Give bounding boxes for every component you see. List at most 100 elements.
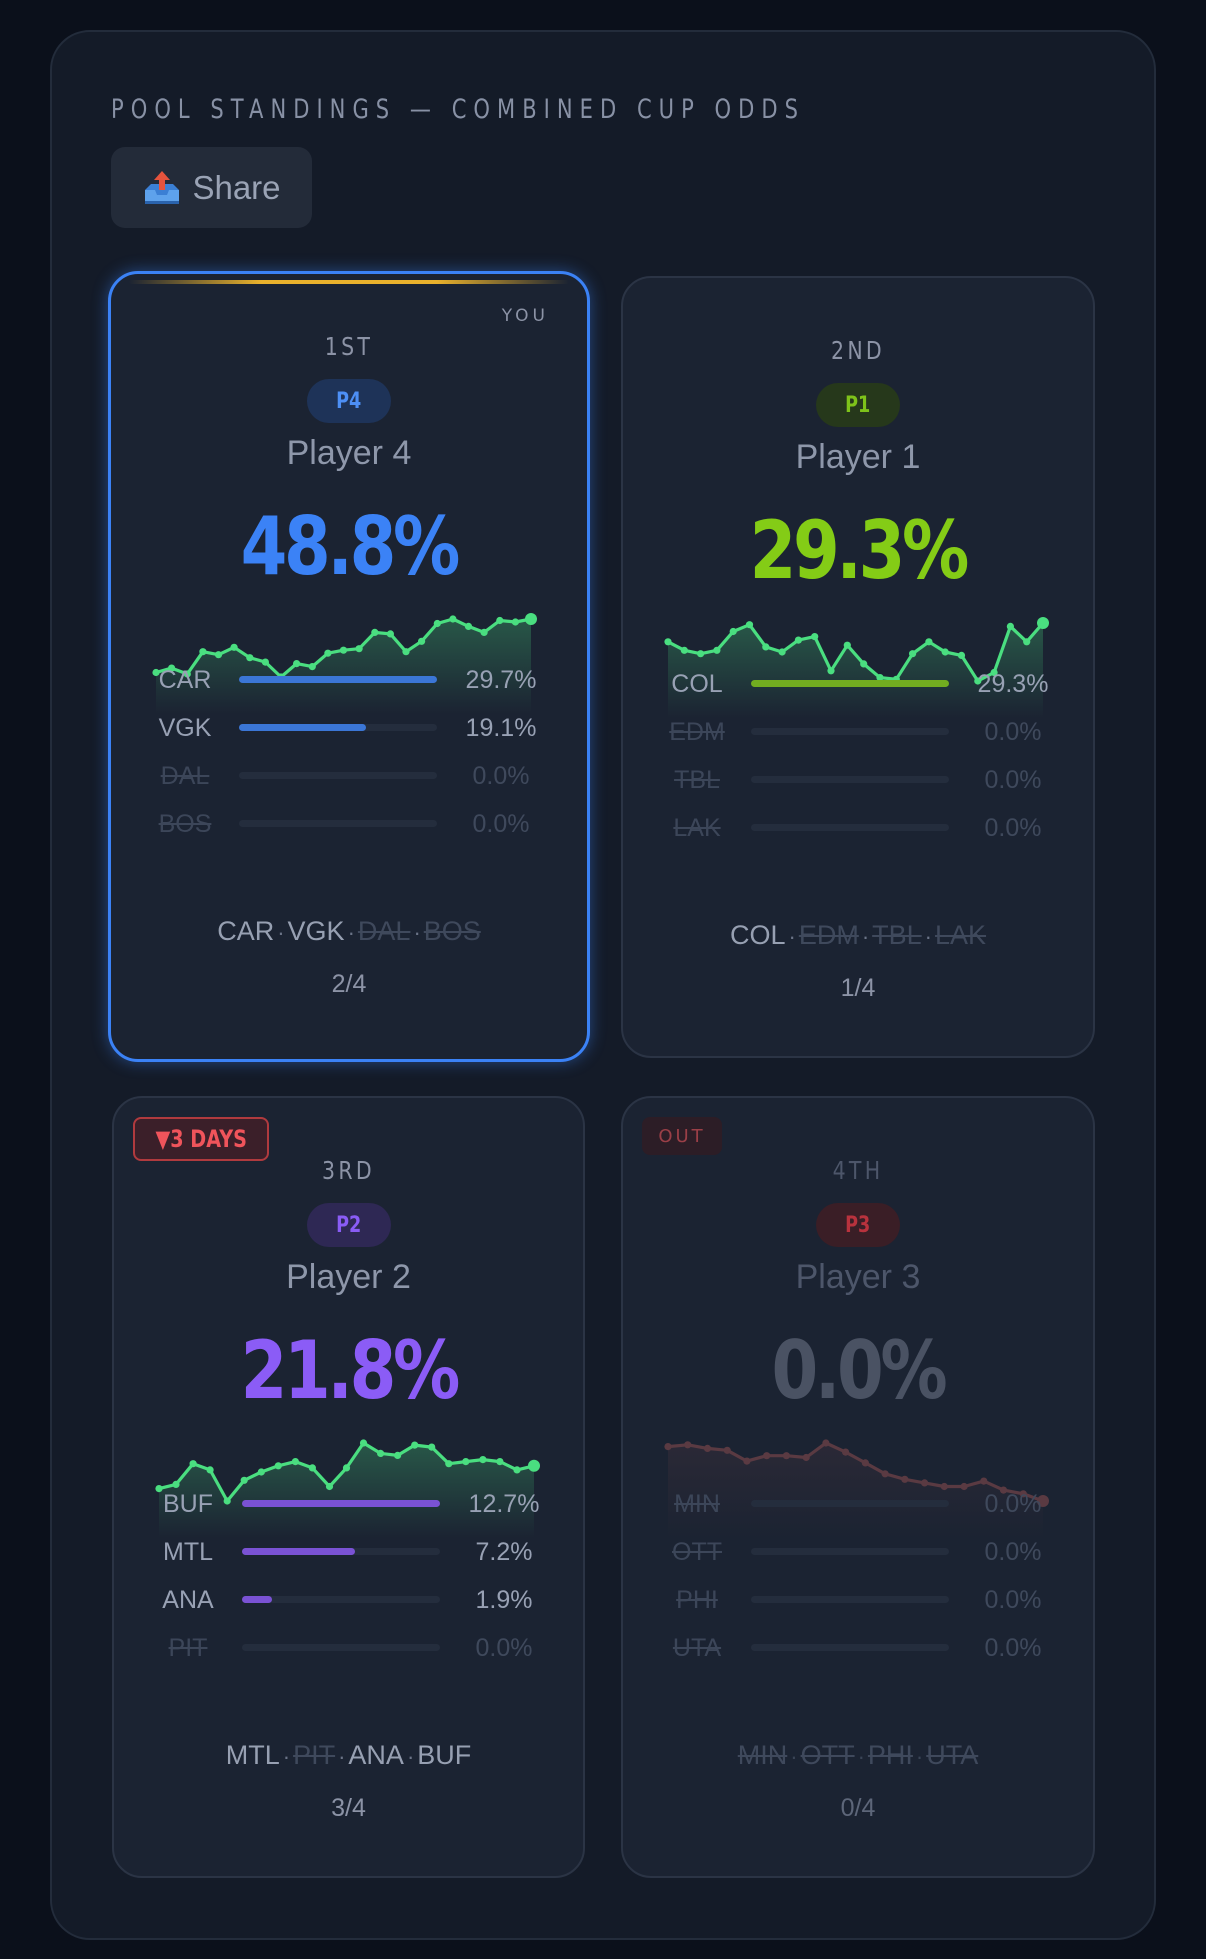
- summary-team: CAR: [217, 916, 275, 946]
- team-odds-value: 7.2%: [475, 1538, 533, 1566]
- sparkline-point: [308, 1464, 316, 1472]
- sparkline-point: [664, 1443, 672, 1451]
- separator-dot: ·: [924, 924, 932, 949]
- summary-team: ANA: [348, 1740, 404, 1770]
- odds-sparkline: [664, 617, 1049, 718]
- team-odds-value: 0.0%: [984, 1586, 1042, 1614]
- team-abbr: CAR: [158, 666, 212, 694]
- sparkline-latest-point: [1037, 1495, 1049, 1507]
- sparkline-point: [449, 615, 457, 623]
- sparkline-point: [377, 1449, 385, 1457]
- sparkline-area: [668, 1443, 1043, 1538]
- team-odds-row: UTA 0.0%: [657, 1628, 1067, 1668]
- player-card-p1[interactable]: 2ND P1 Player 1 29.3% COL · EDM · TBL · LAK 1/…: [621, 276, 1095, 1058]
- team-odds-value: 0.0%: [984, 718, 1042, 746]
- team-odds-value: 1.9%: [475, 1586, 533, 1614]
- sparkline-point: [843, 641, 851, 649]
- odds-bar-fill: [242, 1500, 440, 1507]
- team-abbr: TBL: [674, 766, 720, 794]
- separator-dot: ·: [282, 1744, 291, 1769]
- team-summary: MIN · OTT · PHI · UTA: [623, 1740, 1093, 1771]
- sparkline-point: [703, 1444, 712, 1452]
- team-odds-row: TBL 0.0%: [657, 760, 1067, 800]
- sparkline-point: [729, 627, 737, 636]
- sparkline-point: [861, 1459, 869, 1467]
- sparkline-point: [168, 664, 176, 672]
- summary-team: BOS: [423, 916, 481, 946]
- team-odds-row: PHI 0.0%: [657, 1580, 1067, 1620]
- sparkline-point: [960, 1482, 968, 1491]
- odds-bar-track: [242, 1596, 440, 1603]
- odds-bar-track: [239, 820, 437, 827]
- sparkline-point: [664, 638, 672, 646]
- sparkline-point: [723, 1446, 731, 1454]
- player-pill: P4: [307, 379, 391, 423]
- down-triangle-icon: ▼: [155, 1125, 171, 1153]
- sparkline-point: [206, 1466, 214, 1474]
- odds-bar-fill: [751, 680, 949, 687]
- odds-bar-track: [242, 1548, 440, 1555]
- player-name: Player 1: [795, 438, 921, 476]
- odds-bar-track: [239, 676, 437, 683]
- separator-dot: ·: [790, 1744, 798, 1769]
- share-button[interactable]: Share: [111, 147, 312, 228]
- odds-bar-track: [751, 728, 949, 735]
- team-odds-value: 0.0%: [472, 762, 530, 790]
- summary-team: OTT: [800, 1740, 855, 1770]
- sparkline-point: [743, 1457, 751, 1465]
- team-odds-row: MIN 0.0%: [657, 1484, 1067, 1524]
- odds-bar-fill: [239, 724, 366, 731]
- odds-bar-track: [751, 824, 949, 831]
- sparkline-point: [827, 667, 835, 675]
- cup-odds-percent: 29.3%: [749, 504, 970, 597]
- odds-bar-track: [242, 1500, 440, 1507]
- rank-label: 3RD: [322, 1156, 375, 1185]
- sparkline-point: [842, 1448, 850, 1456]
- sparkline-point: [257, 1468, 265, 1476]
- teams-alive-count: 0/4: [840, 1794, 876, 1822]
- sparkline-point: [355, 645, 363, 653]
- sparkline-point: [445, 1460, 453, 1468]
- separator-dot: ·: [788, 924, 796, 949]
- sparkline-point: [462, 1458, 470, 1466]
- team-odds-value: 29.3%: [977, 670, 1049, 698]
- separator-dot: ·: [347, 920, 355, 945]
- sparkline-point: [1023, 638, 1031, 646]
- team-odds-value: 0.0%: [984, 1538, 1042, 1566]
- summary-team: MTL: [225, 1740, 280, 1770]
- sparkline-point: [782, 1452, 790, 1460]
- summary-team: UTA: [926, 1740, 979, 1770]
- team-abbr: COL: [671, 670, 723, 698]
- sparkline-latest-point: [525, 613, 537, 625]
- team-summary: CAR · VGK · DAL · BOS: [111, 916, 587, 947]
- summary-team: COL: [729, 920, 786, 950]
- sparkline-point: [513, 1466, 521, 1474]
- sparkline-point: [745, 621, 754, 629]
- summary-team: BUF: [417, 1740, 472, 1770]
- player-card-p3[interactable]: OUT 4TH P3 Player 3 0.0% MIN · OTT · PHI · UTA…: [621, 1096, 1095, 1878]
- sparkline-point: [860, 660, 868, 668]
- team-abbr: PHI: [676, 1586, 718, 1614]
- sparkline-point: [778, 648, 786, 656]
- player-pill: P1: [816, 383, 900, 427]
- summary-team: PHI: [867, 1740, 913, 1770]
- odds-sparkline: [155, 1439, 540, 1538]
- sparkline-point: [214, 651, 223, 659]
- player-name: Player 4: [286, 434, 412, 472]
- odds-bar-track: [242, 1644, 440, 1651]
- separator-dot: ·: [857, 1744, 865, 1769]
- odds-bar-track: [751, 1644, 949, 1651]
- team-odds-row: MTL 7.2%: [148, 1532, 558, 1572]
- team-abbr: BOS: [158, 810, 212, 838]
- sparkline-point: [974, 677, 982, 685]
- sparkline-point: [274, 1462, 282, 1470]
- you-label: YOU: [501, 306, 549, 326]
- sparkline-point: [876, 674, 884, 682]
- summary-team: PIT: [293, 1740, 336, 1770]
- sparkline-point: [901, 1475, 909, 1483]
- team-abbr: VGK: [158, 714, 212, 742]
- odds-bar-fill: [239, 676, 437, 683]
- player-card-p2[interactable]: ▼3 DAYS 3RD P2 Player 2 21.8% MTL · PIT · AN…: [112, 1096, 585, 1878]
- team-summary: MTL · PIT · ANA · BUF: [114, 1740, 583, 1771]
- player-card-p4[interactable]: YOU 1ST P4 Player 4 48.8% CAR · VGK · DAL · BO…: [108, 271, 590, 1062]
